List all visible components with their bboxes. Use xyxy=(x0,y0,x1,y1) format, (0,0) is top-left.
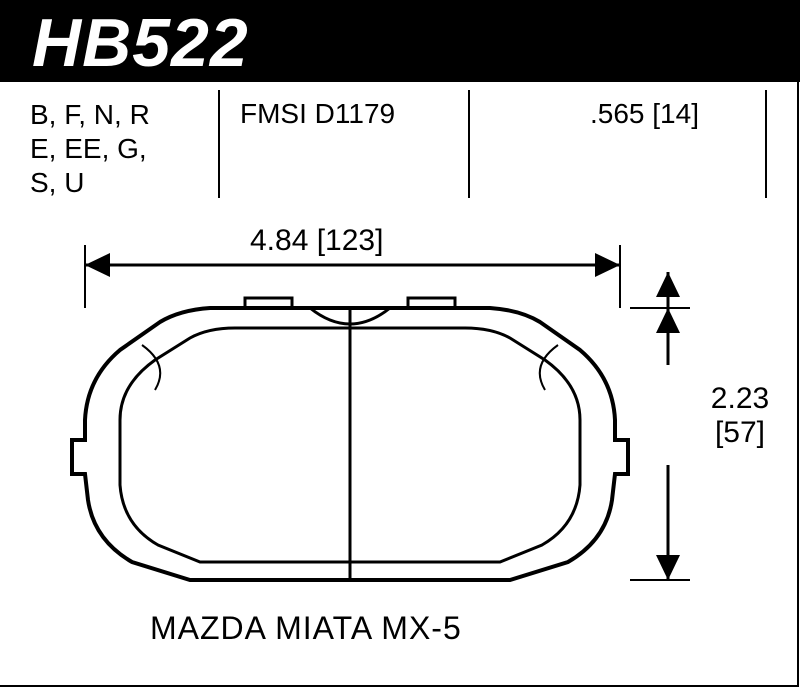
diagram-area: 4.84 [123] 2.23 [57] xyxy=(0,210,800,640)
fmsi-code: FMSI D1179 xyxy=(240,98,395,130)
product-name: MAZDA MIATA MX-5 xyxy=(150,610,462,647)
compounds-list: B, F, N, R E, EE, G, S, U xyxy=(30,98,210,200)
compounds-line: S, U xyxy=(30,166,210,200)
compounds-line: B, F, N, R xyxy=(30,98,210,132)
divider xyxy=(218,90,220,198)
divider xyxy=(765,90,767,198)
thickness-value: .565 [14] xyxy=(590,98,699,130)
brake-pad-drawing xyxy=(60,290,700,610)
compounds-line: E, EE, G, xyxy=(30,132,210,166)
spec-row: B, F, N, R E, EE, G, S, U FMSI D1179 .56… xyxy=(0,90,800,200)
divider xyxy=(468,90,470,198)
part-number: HB522 xyxy=(32,4,249,82)
